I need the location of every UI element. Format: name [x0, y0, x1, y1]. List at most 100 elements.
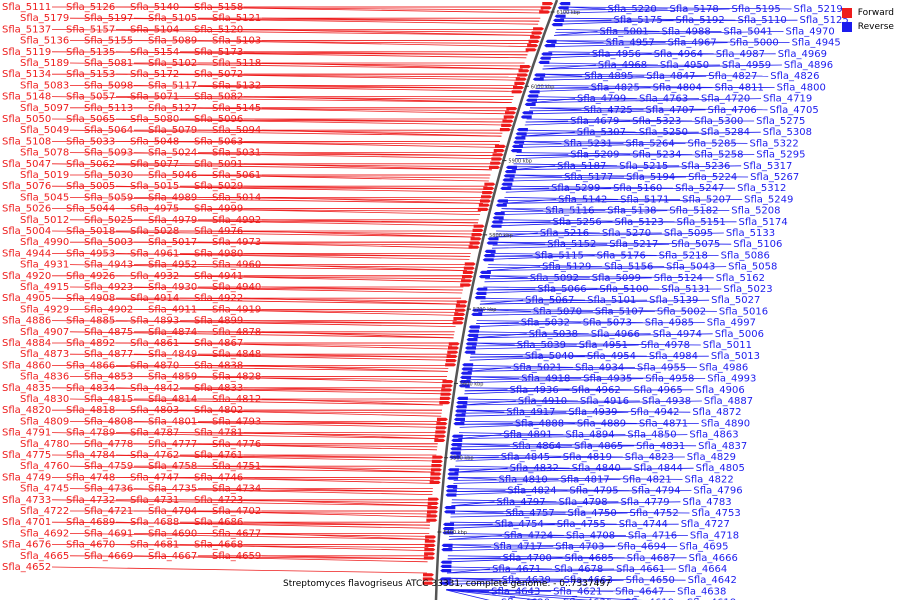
- forward-gene-label: Sfla_5018: [66, 226, 115, 237]
- reverse-leader-line: [526, 118, 693, 122]
- forward-gene-label: Sfla_5081: [84, 58, 133, 69]
- reverse-gene-label: Sfla_5043: [666, 262, 715, 273]
- forward-gene-label: Sfla_4911: [148, 304, 197, 315]
- reverse-leader-line: [552, 40, 790, 43]
- reverse-leader-line: [485, 277, 590, 280]
- forward-feature: [435, 430, 447, 434]
- reverse-feature: [440, 569, 452, 573]
- legend-forward-label: Forward: [857, 8, 894, 18]
- forward-gene-label: Sfla_4659: [212, 551, 261, 562]
- forward-feature: [460, 283, 472, 287]
- reverse-feature: [446, 485, 458, 489]
- reverse-gene-label: Sfla_5295: [756, 150, 805, 161]
- reverse-gene-label: Sfla_5323: [632, 116, 681, 127]
- forward-gene-label: Sfla_4775: [2, 450, 51, 461]
- ruler-tick-label: 5700 kbp: [473, 307, 497, 313]
- reverse-gene-label: Sfla_5099: [592, 273, 641, 284]
- forward-gene-label: Sfla_4914: [130, 293, 179, 304]
- forward-feature: [447, 350, 459, 354]
- reverse-leader-line: [508, 176, 687, 182]
- reverse-leader-line: [446, 579, 624, 585]
- reverse-leader-line: [538, 75, 707, 81]
- forward-leader-line: [51, 297, 460, 305]
- reverse-leader-line: [518, 143, 686, 148]
- forward-gene-label: Sfla_4747: [130, 472, 179, 483]
- forward-leader-line: [243, 454, 437, 459]
- reverse-gene-label: Sfla_4954: [587, 351, 636, 362]
- forward-leader-line: [243, 253, 471, 257]
- forward-feature: [540, 6, 552, 10]
- forward-feature: [434, 438, 446, 442]
- reverse-feature: [554, 14, 566, 18]
- reverse-gene-label: Sfla_5139: [649, 295, 698, 306]
- forward-feature: [455, 304, 467, 308]
- forward-feature: [453, 317, 465, 321]
- reverse-gene-label: Sfla_4647: [615, 586, 664, 597]
- reverse-leader-line: [485, 275, 714, 279]
- reverse-gene-label: Sfla_4621: [553, 586, 602, 597]
- reverse-leader-line: [461, 411, 629, 417]
- forward-gene-label: Sfla_4860: [2, 360, 51, 371]
- forward-leader-line: [197, 40, 531, 47]
- forward-feature: [448, 342, 460, 346]
- reverse-leader-line: [490, 253, 657, 256]
- reverse-gene-label: Sfla_4805: [696, 463, 745, 474]
- reverse-leader-line: [554, 31, 784, 36]
- reverse-gene-label: Sfla_5208: [731, 206, 780, 217]
- reverse-gene-label: Sfla_5174: [739, 217, 788, 228]
- forward-gene-label: Sfla_5079: [148, 125, 197, 136]
- reverse-leader-line: [547, 53, 776, 56]
- forward-gene-label: Sfla_4691: [84, 528, 133, 539]
- reverse-gene-label: Sfla_5039: [517, 340, 566, 351]
- reverse-gene-label: Sfla_5124: [654, 273, 703, 284]
- forward-gene-label: Sfla_4820: [2, 405, 51, 416]
- reverse-gene-label: Sfla_4666: [689, 553, 738, 564]
- reverse-gene-label: Sfla_4938: [642, 396, 691, 407]
- forward-gene-label: Sfla_5062: [66, 159, 115, 170]
- forward-leader-line: [179, 275, 465, 283]
- reverse-feature: [460, 371, 472, 375]
- forward-leader-line: [243, 230, 475, 238]
- reverse-gene-label: Sfla_4969: [778, 49, 827, 60]
- reverse-gene-label: Sfla_5016: [719, 306, 768, 317]
- reverse-feature: [495, 203, 507, 207]
- forward-gene-label: Sfla_5135: [66, 47, 115, 58]
- reverse-gene-label: Sfla_4636: [563, 598, 612, 600]
- reverse-gene-label: Sfla_4887: [704, 396, 753, 407]
- forward-gene-label: Sfla_4808: [84, 416, 133, 427]
- forward-leader-line: [179, 29, 536, 33]
- reverse-feature: [487, 237, 499, 241]
- forward-leader-line: [115, 51, 527, 59]
- reverse-gene-label: Sfla_4934: [575, 362, 624, 373]
- reverse-gene-label: Sfla_5106: [733, 239, 782, 250]
- forward-leader-line: [179, 342, 452, 350]
- reverse-leader-line: [448, 535, 688, 540]
- reverse-gene-label: Sfla_5234: [632, 150, 681, 161]
- reverse-gene-label: Sfla_5067: [525, 295, 574, 306]
- reverse-gene-label: Sfla_4797: [496, 497, 545, 508]
- reverse-leader-line: [474, 331, 589, 335]
- forward-gene-label: Sfla_5145: [212, 103, 261, 114]
- reverse-leader-line: [498, 219, 675, 223]
- forward-feature: [533, 27, 545, 31]
- forward-gene-label: Sfla_4878: [212, 327, 261, 338]
- reverse-gene-label: Sfla_5231: [563, 138, 612, 149]
- reverse-gene-label: Sfla_4810: [498, 474, 547, 485]
- reverse-leader-line: [461, 411, 567, 414]
- reverse-gene-label: Sfla_5023: [723, 284, 772, 295]
- forward-feature: [436, 422, 448, 426]
- reverse-feature: [455, 405, 467, 409]
- reverse-gene-label: Sfla_4863: [689, 430, 738, 441]
- reverse-leader-line: [464, 389, 694, 392]
- forward-gene-label: Sfla_4973: [212, 237, 261, 248]
- reverse-gene-label: Sfla_5217: [609, 239, 658, 250]
- reverse-leader-line: [460, 422, 699, 425]
- forward-gene-label: Sfla_4686: [194, 517, 243, 528]
- forward-leader-line: [69, 353, 451, 358]
- forward-gene-label: Sfla_5028: [130, 226, 179, 237]
- forward-leader-line: [261, 555, 428, 560]
- forward-gene-label: Sfla_4677: [212, 528, 261, 539]
- forward-leader-line: [261, 219, 479, 224]
- forward-leader-line: [69, 488, 433, 492]
- forward-feature: [514, 81, 526, 85]
